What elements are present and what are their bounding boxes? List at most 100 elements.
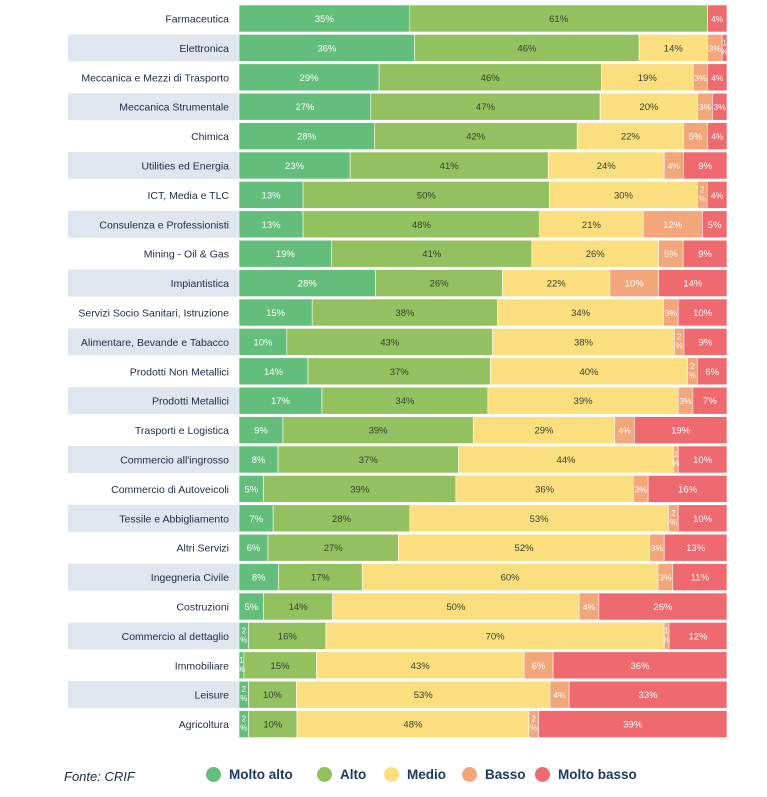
- bar-segment: [277, 445, 459, 474]
- category-label: Commercio di Autoveicoli: [111, 484, 229, 496]
- bar-segment: [702, 210, 728, 239]
- data-label: 8%: [252, 573, 266, 584]
- data-label: 3%: [709, 43, 722, 53]
- bar-segment: [455, 475, 634, 503]
- bar-segment: [361, 563, 659, 591]
- data-label: 36%: [535, 484, 555, 495]
- bar-segment: [707, 4, 728, 33]
- legend-item-molto-alto: Molto alto: [206, 767, 293, 782]
- bar-segment: [409, 504, 669, 533]
- data-label: 2%: [689, 362, 696, 380]
- bar-segment: [683, 328, 728, 356]
- bar-segment: [663, 533, 728, 562]
- data-label: 46%: [481, 73, 501, 84]
- category-label: Immobiliare: [175, 660, 229, 672]
- data-label: 3%: [659, 573, 672, 583]
- bar-segment: [492, 328, 675, 356]
- data-label: 26%: [430, 279, 450, 290]
- bar-segment: [267, 533, 399, 562]
- data-label: 38%: [395, 308, 415, 319]
- category-label: Agricoltura: [179, 719, 229, 731]
- legend-item-alto: Alto: [317, 767, 366, 782]
- category-label: ICT, Media e TLC: [147, 190, 229, 202]
- bar-segment: [302, 210, 540, 239]
- bar-segment: [238, 34, 415, 62]
- row-band: [68, 152, 239, 179]
- bar-segment: [375, 269, 503, 297]
- data-label: 6%: [705, 367, 719, 378]
- data-label: 17%: [311, 573, 331, 584]
- legend-label: Basso: [485, 767, 526, 782]
- bar-segment: [472, 416, 616, 444]
- bar-segment: [248, 622, 327, 650]
- bar-segment: [238, 63, 380, 92]
- data-label: 61%: [549, 14, 569, 25]
- bar-segment: [238, 357, 309, 386]
- bar-segment: [668, 622, 728, 650]
- category-label: Costruzioni: [176, 602, 229, 614]
- category-label: Meccanica e Mezzi di Trasporto: [81, 72, 229, 84]
- data-label: 28%: [298, 279, 318, 290]
- legend: Fonte: CRIF Molto alto Alto Medio Basso …: [0, 762, 767, 792]
- bar-segment: [642, 210, 703, 239]
- row-bands: [68, 34, 239, 709]
- data-label: 28%: [297, 132, 317, 143]
- bar-segment: [549, 181, 698, 209]
- data-label: 34%: [571, 308, 591, 319]
- bar-segment: [523, 651, 554, 680]
- data-label: 29%: [534, 426, 554, 437]
- bars: [238, 4, 728, 738]
- bar-segment: [302, 181, 550, 209]
- data-label: 2%: [240, 685, 247, 703]
- data-label: 44%: [556, 455, 576, 466]
- category-label: Tessile e Abbigliamento: [119, 513, 229, 525]
- bar-segment: [682, 239, 728, 268]
- data-label: 2%: [699, 185, 706, 203]
- bar-segment: [609, 269, 659, 297]
- data-label: 10%: [693, 514, 713, 525]
- data-label: 4%: [583, 602, 596, 612]
- category-label: Utilities ed Energia: [141, 161, 229, 173]
- bar-segment: [677, 298, 728, 327]
- data-label: 23%: [285, 161, 305, 172]
- category-label: Meccanica Strumentale: [119, 102, 229, 114]
- bar-segment: [490, 357, 688, 386]
- data-label: 15%: [266, 308, 286, 319]
- data-label: 4%: [711, 190, 724, 200]
- legend-swatch: [535, 767, 550, 782]
- data-label: 20%: [639, 102, 659, 113]
- bar-segment: [307, 357, 491, 386]
- data-label: 50%: [417, 190, 437, 201]
- row-band: [68, 563, 239, 591]
- bar-segment: [721, 34, 728, 62]
- data-label: 9%: [698, 161, 712, 172]
- data-label: 46%: [517, 43, 537, 54]
- data-label: 35%: [315, 14, 335, 25]
- data-label: 37%: [359, 455, 379, 466]
- data-label: 5%: [244, 484, 258, 495]
- category-label: Altri Servizi: [176, 543, 229, 555]
- bar-segment: [598, 592, 728, 621]
- data-label: 24%: [597, 161, 617, 172]
- bar-segment: [658, 239, 684, 268]
- bar-segment: [296, 680, 551, 709]
- legend-swatch: [206, 767, 221, 782]
- bar-segment: [692, 386, 728, 415]
- bar-segment: [497, 298, 664, 327]
- category-label: Prodotti Metallici: [152, 396, 229, 408]
- legend-swatch: [384, 767, 399, 782]
- data-label: 9%: [699, 337, 713, 348]
- bar-segment: [238, 386, 323, 415]
- row-band: [68, 387, 239, 415]
- data-label: 52%: [515, 543, 535, 554]
- category-label: Farmaceutica: [165, 14, 229, 26]
- data-label: 30%: [614, 190, 634, 201]
- data-label: 36%: [631, 661, 651, 672]
- data-label: 26%: [586, 249, 606, 260]
- data-label: 16%: [678, 484, 698, 495]
- data-label: 9%: [254, 426, 268, 437]
- bar-segment: [677, 504, 728, 533]
- bar-segment: [311, 298, 498, 327]
- bar-segment: [238, 181, 304, 209]
- legend-item-molto-basso: Molto basso: [535, 767, 637, 782]
